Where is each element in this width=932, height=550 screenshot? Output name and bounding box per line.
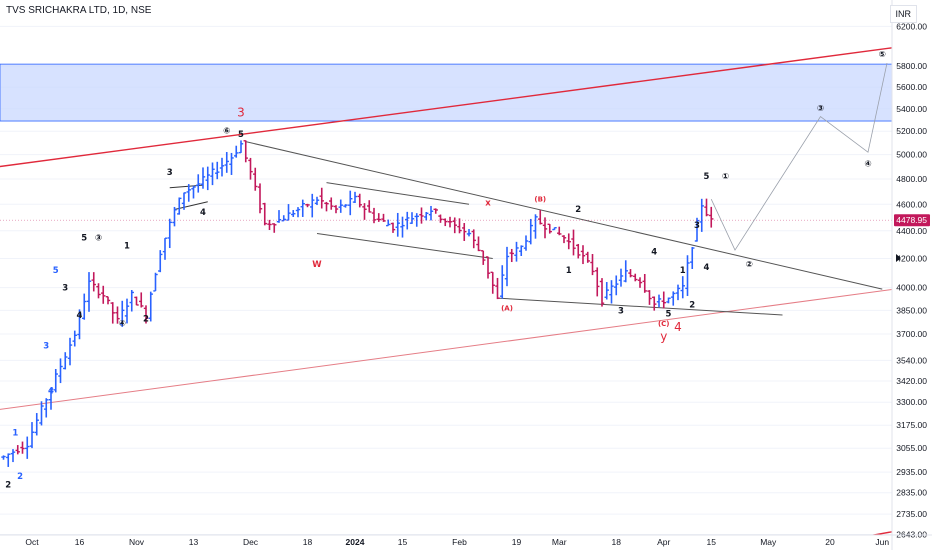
wave-label: 2: [17, 472, 23, 482]
wave-label: ⑥: [223, 127, 230, 137]
wave-label: 3: [43, 342, 49, 352]
currency-button[interactable]: INR: [889, 5, 917, 23]
y-tick-label: 3300.00: [896, 397, 927, 407]
x-tick-label: 2024: [346, 537, 365, 547]
y-tick-label: 5200.00: [896, 126, 927, 136]
y-tick-label: 5000.00: [896, 150, 927, 160]
wave-label: 4: [704, 263, 710, 273]
chart-title: TVS SRICHAKRA LTD, 1D, NSE: [6, 5, 152, 16]
y-tick-label: 4400.00: [896, 226, 927, 236]
wave-label: 5: [666, 310, 672, 320]
y-tick-label: 3850.00: [896, 305, 927, 315]
wave-label: 1: [12, 429, 18, 439]
wave-label: ④: [864, 160, 871, 170]
x-tick-label: 16: [75, 537, 85, 547]
wave-label: 1: [566, 266, 572, 276]
wave-label: 2: [689, 300, 695, 310]
x-tick-label: 20: [825, 537, 835, 547]
wave-label: (C): [658, 320, 670, 328]
trendline-lower-red: [0, 288, 892, 410]
wave-label: 2: [5, 480, 11, 490]
trendline-upper-red: [0, 47, 892, 168]
wave-label: 2: [575, 205, 581, 215]
x-tick-label: Nov: [129, 537, 145, 547]
y-tick-label: 4200.00: [896, 254, 927, 264]
wave-label: 3: [694, 221, 700, 231]
wave-label: ③: [95, 233, 102, 243]
wave-label: 5: [704, 172, 710, 182]
y-tick-label: 3055.00: [896, 443, 927, 453]
wave-label: ②: [746, 260, 753, 270]
wave-label: 4: [674, 320, 682, 334]
x-tick-label: 15: [398, 537, 408, 547]
y-tick-label: 3700.00: [896, 329, 927, 339]
wave-label: 5: [53, 266, 59, 276]
wave-label: ③: [817, 104, 824, 114]
wave-label: 4: [48, 386, 54, 396]
wave-label: W: [312, 260, 322, 270]
y-tick-label: 5800.00: [896, 61, 927, 71]
y-tick-label: 3420.00: [896, 376, 927, 386]
wave-label: 4: [651, 247, 657, 257]
wave-label: ①: [722, 172, 729, 182]
x-tick-label: 18: [612, 537, 622, 547]
x-tick-label: Mar: [552, 537, 567, 547]
y-tick-label: 3175.00: [896, 420, 927, 430]
y-tick-label: 3540.00: [896, 355, 927, 365]
wave-label: 3: [237, 106, 245, 120]
trendline-w-top: [326, 182, 470, 205]
y-tick-label: 2835.00: [896, 488, 927, 498]
x-tick-label: 18: [303, 537, 313, 547]
wave-label: 1: [124, 242, 130, 252]
wave-label: 5: [238, 130, 244, 140]
wave-label: y: [660, 330, 667, 344]
y-tick-label: 4000.00: [896, 283, 927, 293]
wave-label: 3: [167, 168, 173, 178]
wave-label: 3: [62, 284, 68, 294]
x-tick-label: 15: [707, 537, 717, 547]
x-tick-label: May: [760, 537, 777, 547]
x-tick-label: Feb: [452, 537, 467, 547]
wave-label: 4: [77, 311, 83, 321]
wave-label: 5: [897, 46, 905, 60]
wave-label: 5: [81, 233, 87, 243]
wave-label: (A): [501, 304, 513, 312]
y-tick-label: 6200.00: [896, 21, 927, 31]
y-tick-label: 4600.00: [896, 199, 927, 209]
wave-label: ④: [119, 319, 126, 329]
projection-path: [710, 63, 888, 251]
wave-label: (B): [534, 196, 546, 204]
y-tick-label: 4800.00: [896, 174, 927, 184]
x-tick-label: 13: [189, 537, 199, 547]
x-tick-label: 19: [512, 537, 522, 547]
last-price-label: 4478.95: [896, 215, 927, 225]
x-tick-label: Jun: [875, 537, 889, 547]
trendline-triangle-top: [245, 141, 883, 290]
wave-label: 1: [680, 266, 686, 276]
wave-label: ⑤: [879, 50, 886, 60]
x-tick-label: Dec: [243, 537, 259, 547]
wave-label: 4: [200, 208, 206, 218]
trendline-w-bottom: [316, 233, 493, 260]
y-tick-label: 5400.00: [896, 104, 927, 114]
trendline-triangle-bottom: [497, 297, 783, 316]
wave-label: 2: [143, 314, 149, 324]
scroll-arrow-icon: [896, 254, 901, 262]
y-tick-label: 2935.00: [896, 467, 927, 477]
x-tick-label: Oct: [25, 537, 39, 547]
wave-label: 3: [618, 306, 624, 316]
last-price-tag: [894, 214, 930, 227]
y-tick-label: 2735.00: [896, 509, 927, 519]
x-tick-label: Apr: [657, 537, 670, 547]
target-zone: [0, 63, 893, 122]
wave-label: x: [485, 199, 491, 209]
y-tick-label: 5600.00: [896, 82, 927, 92]
